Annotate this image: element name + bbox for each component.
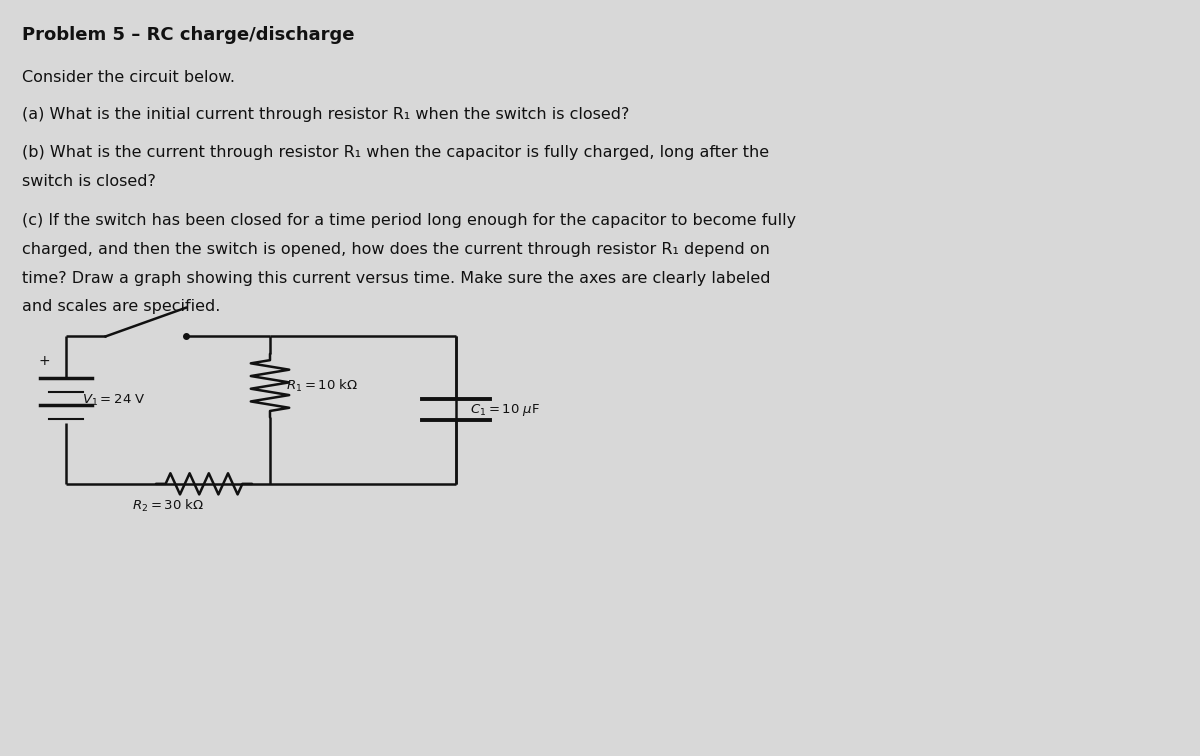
Text: Problem 5 – RC charge/discharge: Problem 5 – RC charge/discharge [22, 26, 354, 45]
Text: charged, and then the switch is opened, how does the current through resistor R₁: charged, and then the switch is opened, … [22, 242, 769, 257]
Text: Consider the circuit below.: Consider the circuit below. [22, 70, 235, 85]
Text: $R_1 = 10$ k$\Omega$: $R_1 = 10$ k$\Omega$ [286, 377, 358, 394]
Text: $C_1 = 10$ $\mu$F: $C_1 = 10$ $\mu$F [470, 401, 540, 418]
Text: (b) What is the current through resistor R₁ when the capacitor is fully charged,: (b) What is the current through resistor… [22, 145, 769, 160]
Text: switch is closed?: switch is closed? [22, 174, 156, 189]
Text: $R_2 = 30$ k$\Omega$: $R_2 = 30$ k$\Omega$ [132, 497, 204, 513]
Text: and scales are specified.: and scales are specified. [22, 299, 220, 314]
Text: time? Draw a graph showing this current versus time. Make sure the axes are clea: time? Draw a graph showing this current … [22, 271, 770, 286]
Text: (c) If the switch has been closed for a time period long enough for the capacito: (c) If the switch has been closed for a … [22, 213, 796, 228]
Text: $V_1 = 24$ V: $V_1 = 24$ V [82, 393, 145, 408]
Text: +: + [38, 355, 50, 368]
Text: (a) What is the initial current through resistor R₁ when the switch is closed?: (a) What is the initial current through … [22, 107, 629, 122]
